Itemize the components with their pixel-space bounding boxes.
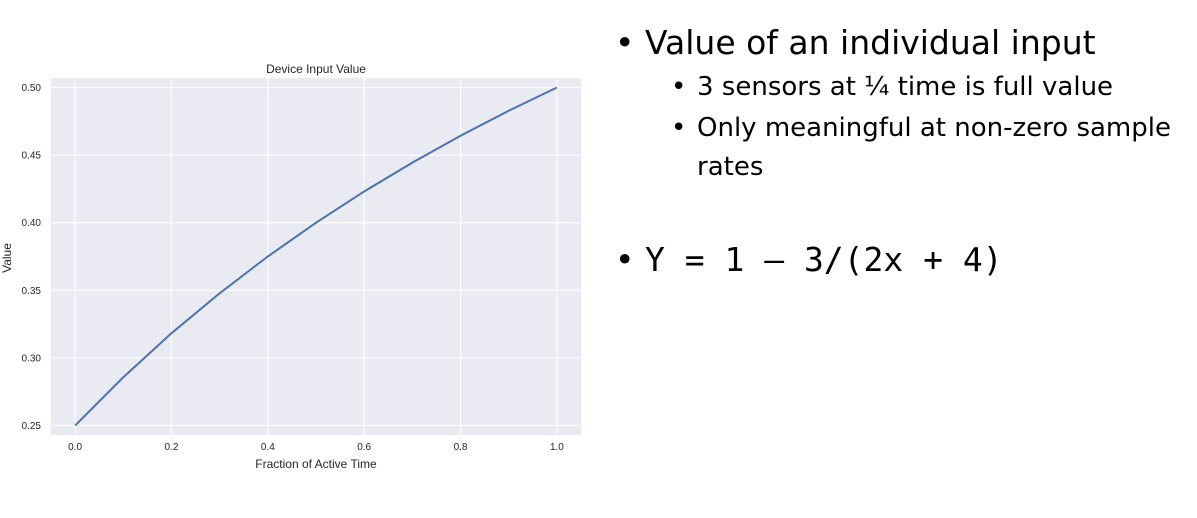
- sub-bullet-sensors-text: 3 sensors at ¼ time is full value: [697, 72, 1114, 102]
- formula-text: Y = 1 – 3/(2x + 4): [645, 240, 1003, 279]
- x-tick-label: 0.2: [165, 442, 179, 453]
- y-tick-label: 0.45: [22, 151, 42, 162]
- y-tick-label: 0.30: [22, 353, 42, 364]
- x-tick-label: 0.4: [261, 442, 275, 453]
- x-axis-label: Fraction of Active Time: [255, 457, 377, 471]
- slide-text: • Value of an individual input • 3 senso…: [615, 20, 1185, 283]
- series-line: [74, 86, 558, 427]
- sub-bullet-meaningful: • Only meaningful at non-zero sample rat…: [615, 109, 1185, 187]
- x-tick-label: 0.0: [68, 442, 82, 453]
- bullet-main-text: Value of an individual input: [645, 23, 1096, 62]
- sub-bullet-meaningful-text: Only meaningful at non-zero sample rates: [697, 113, 1171, 182]
- chart: 0.0 0.2 0.4 0.6 0.8 1.0 0.25 0.30 0.35 0.40 0.45 0.…: [0, 62, 581, 471]
- x-tick-label: 0.8: [454, 442, 468, 453]
- y-tick-label: 0.50: [22, 83, 42, 94]
- y-axis-label: Value: [0, 243, 14, 273]
- x-tick-label: 1.0: [550, 442, 564, 453]
- x-tick-label: 0.6: [357, 442, 371, 453]
- bullet-dot: •: [615, 240, 635, 279]
- bullet-dot: •: [615, 23, 635, 62]
- y-tick-label: 0.40: [22, 218, 42, 229]
- y-tick-label: 0.25: [22, 421, 42, 432]
- bullet-dot: •: [671, 72, 687, 102]
- y-tick-label: 0.35: [22, 286, 42, 297]
- formula-bullet: • Y = 1 – 3/(2x + 4): [615, 237, 1185, 283]
- plot-area: [51, 78, 581, 435]
- sub-bullet-sensors: • 3 sensors at ¼ time is full value: [615, 68, 1185, 107]
- bullet-dot: •: [671, 113, 687, 143]
- chart-title: Device Input Value: [266, 62, 366, 76]
- bullet-main: • Value of an individual input: [615, 20, 1185, 66]
